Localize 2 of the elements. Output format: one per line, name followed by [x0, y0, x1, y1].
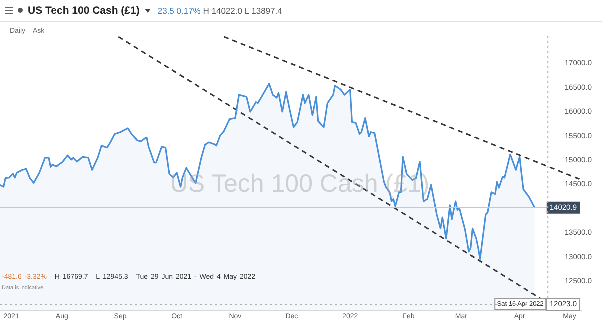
chart-subtitle: 23.5 0.17% H 14022.0 L 13897.4 — [158, 6, 282, 16]
chart-title: US Tech 100 Cash (£1) — [28, 4, 140, 16]
